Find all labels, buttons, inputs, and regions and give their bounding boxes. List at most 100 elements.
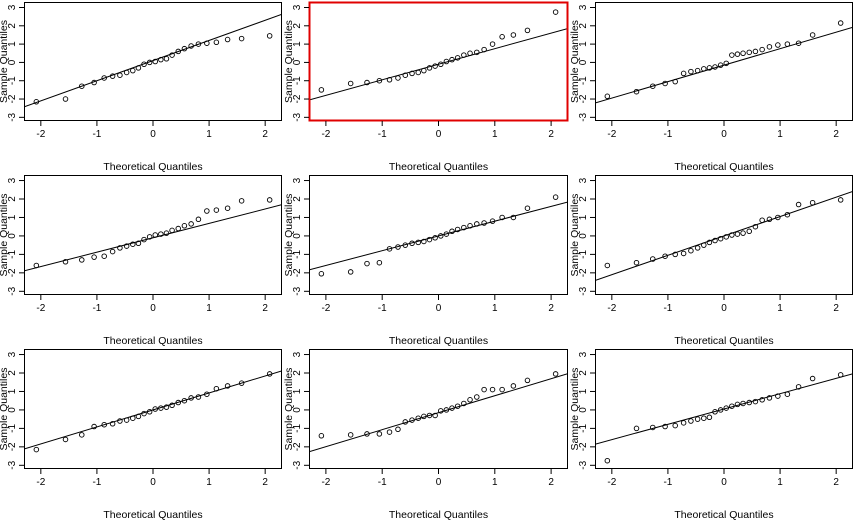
x-tick-label: -2 [607,477,616,488]
data-point [101,253,107,259]
data-point [467,397,473,403]
x-tick-label: 2 [833,129,839,140]
data-point [135,413,142,420]
data-point [213,207,220,213]
data-point [188,43,194,49]
data-point [746,49,752,56]
y-tick-label: 0 [578,59,589,65]
data-point [421,238,427,245]
y-tick-label: -2 [578,94,589,103]
data-point [775,393,781,399]
data-point [152,406,158,412]
data-point [146,409,153,415]
data-point [123,69,130,76]
y-tick-label: -3 [292,460,303,469]
data-point [135,240,142,247]
x-tick-label: 2 [833,477,839,488]
data-point [163,404,170,410]
data-point [650,424,656,431]
data-point [481,46,487,53]
data-point [443,58,450,65]
y-axis-title: Sample Quantiles [0,194,10,277]
y-tick-label: 3 [7,351,18,357]
y-tick-label: -3 [7,286,18,295]
data-point [347,80,354,87]
data-point [454,55,461,61]
data-point [204,208,210,214]
data-point [395,426,401,433]
data-point [650,256,656,262]
data-point [152,232,158,238]
y-tick-label: -1 [292,250,303,259]
data-point [386,77,393,83]
x-tick-label: -1 [663,129,672,140]
data-point [662,253,668,259]
data-point [426,65,433,71]
panel-frame [24,349,282,469]
data-points [318,9,559,93]
data-point [213,385,220,392]
data-point [376,77,383,84]
x-axis-title: Theoretical Quantiles [389,161,488,173]
x-tick-label: 1 [492,477,498,488]
data-point [524,205,531,211]
data-point [672,251,678,258]
data-point [141,410,147,417]
data-point [266,33,273,39]
data-point [688,68,694,75]
x-tick-label: -1 [378,303,387,314]
data-point [694,67,701,74]
data-point [712,64,718,70]
data-point [438,61,444,67]
data-point [672,422,678,429]
data-point [662,80,668,87]
data-point [123,243,130,249]
data-point [376,259,383,266]
y-tick-label: 3 [578,351,589,357]
x-tick-label: 2 [833,303,839,314]
data-point [409,417,415,423]
data-point [101,421,107,428]
x-tick-label: 2 [262,477,268,488]
data-point [729,232,735,238]
x-tick-label: -2 [36,129,45,140]
data-point [195,216,202,223]
y-tick-label: -3 [578,112,589,121]
data-point [213,39,220,46]
data-point [175,225,181,232]
data-point [524,377,531,384]
data-point [146,234,153,240]
data-point [723,60,729,67]
data-point [175,399,181,406]
data-point [376,431,383,437]
data-point [454,226,461,233]
x-axis-title: Theoretical Quantiles [674,161,773,173]
data-point [130,241,136,247]
y-axis-title: Sample Quantiles [569,368,581,451]
data-point [680,70,687,77]
y-tick-label: 1 [7,41,18,47]
x-tick-label: 2 [548,303,554,314]
data-point [752,398,759,405]
y-tick-label: -1 [292,76,303,85]
data-point [432,63,438,69]
data-point [395,244,401,250]
y-axis-title: Sample Quantiles [283,368,295,451]
x-tick-label: -1 [663,477,672,488]
data-point [266,371,273,377]
x-tick-label: 0 [436,303,442,314]
x-tick-label: 0 [436,129,442,140]
data-point [701,415,707,421]
x-tick-label: -1 [92,303,101,314]
data-point [415,69,421,76]
data-point [79,83,85,89]
qq-panel-5: -2 -1 0 1 2 -3 -2 -1 0 1 2 3 Theoretical Quantiles Sa… [283,175,568,347]
y-axis-title: Sample Quantiles [283,194,295,277]
data-points [318,194,559,277]
data-point [784,41,791,47]
data-point [402,242,409,248]
y-tick-label: -1 [7,424,18,433]
data-point [33,99,40,105]
data-point [169,402,175,409]
